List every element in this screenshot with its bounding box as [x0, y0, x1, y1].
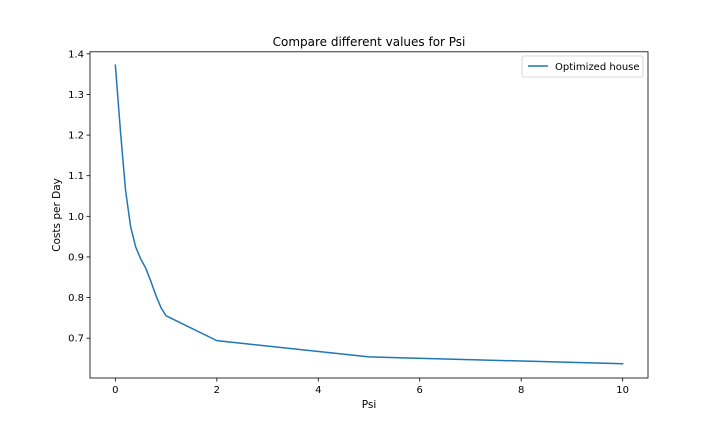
y-tick-label: 1.2 — [68, 131, 84, 142]
plot-area — [114, 64, 624, 365]
x-axis-label: Psi — [362, 399, 377, 411]
legend: Optimized house — [521, 55, 644, 78]
legend-frame — [521, 55, 644, 78]
y-axis-ticks: 0.7 0.8 0.9 1.0 1.1 1.2 1.3 1.4 — [68, 49, 90, 345]
y-tick-label: 0.7 — [68, 334, 84, 345]
y-tick-label: 1.4 — [68, 49, 84, 60]
x-tick-label: 4 — [315, 385, 321, 396]
x-tick-label: 0 — [112, 385, 118, 396]
y-tick-label: 1.0 — [68, 212, 84, 223]
y-tick-label: 1.3 — [68, 90, 84, 101]
x-axis-ticks: 0 2 4 6 8 10 — [112, 378, 629, 396]
x-tick-label: 10 — [616, 385, 629, 396]
legend-label-optimized-house: Optimized house — [555, 62, 640, 73]
x-tick-label: 8 — [518, 385, 524, 396]
y-axis-label: Costs per Day — [51, 178, 63, 252]
y-tick-label: 1.1 — [68, 171, 84, 182]
y-tick-label: 0.9 — [68, 252, 84, 263]
x-tick-label: 2 — [214, 385, 220, 396]
x-tick-label: 6 — [417, 385, 423, 396]
y-tick-label: 0.8 — [68, 293, 84, 304]
chart-title: Compare different values for Psi — [273, 35, 466, 49]
axes-frame — [89, 51, 649, 379]
series-line-optimized-house — [114, 64, 624, 365]
